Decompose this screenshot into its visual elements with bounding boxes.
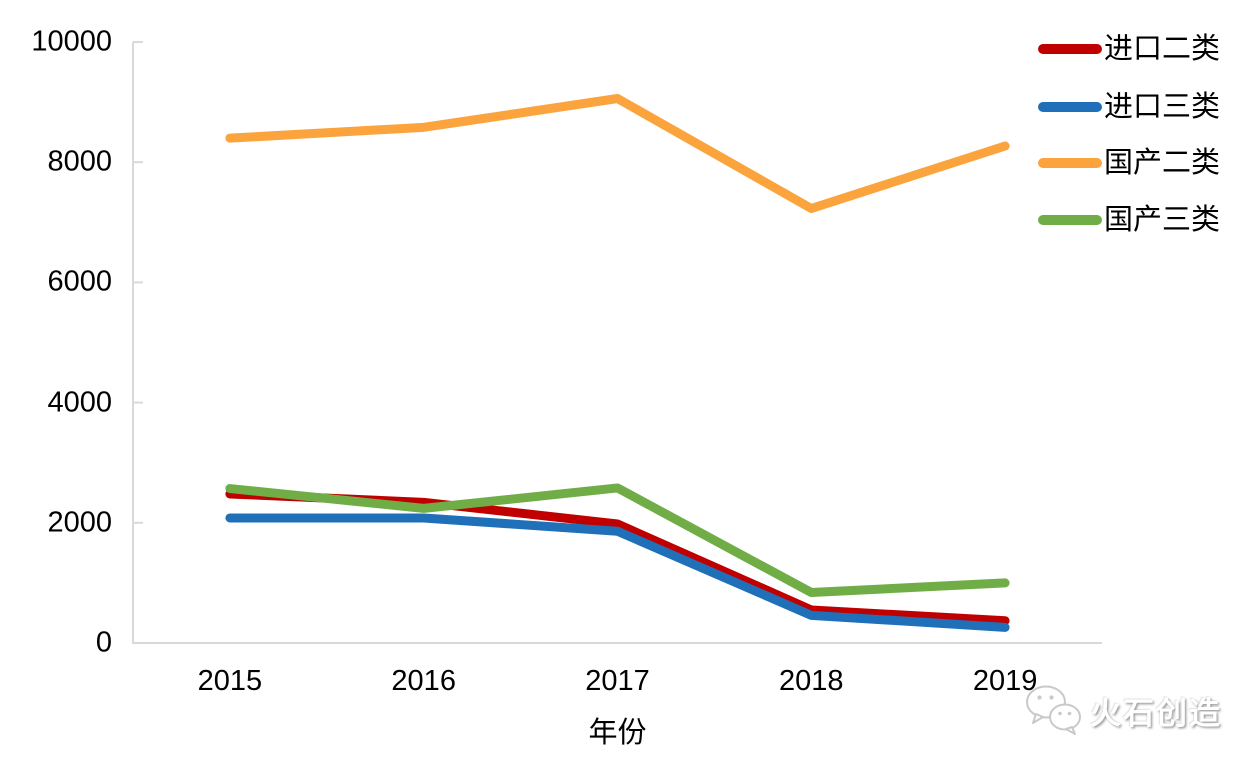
legend-item-imported-class3: 进口三类 <box>1038 90 1220 124</box>
legend-label: 国产三类 <box>1104 203 1221 236</box>
legend-label: 进口三类 <box>1104 90 1221 123</box>
x-tick-label: 2015 <box>197 665 263 697</box>
y-tick-label: 2000 <box>47 506 112 539</box>
x-tick-label: 2016 <box>391 665 456 697</box>
y-tick-label: 10000 <box>31 25 112 58</box>
y-tick-label: 0 <box>95 626 112 659</box>
legend-item-domestic-class2: 国产二类 <box>1038 146 1220 180</box>
wechat-icon <box>1026 685 1081 735</box>
legend-label: 国产二类 <box>1104 146 1221 179</box>
legend-item-imported-class2: 进口二类 <box>1038 32 1220 66</box>
y-tick-label: 6000 <box>47 265 112 298</box>
watermark: 火石创造 <box>1024 684 1222 736</box>
x-tick-label: 2017 <box>585 665 650 697</box>
x-axis-title: 年份 <box>588 717 647 749</box>
x-tick-label: 2018 <box>779 665 844 697</box>
legend-swatch-blue <box>1038 102 1102 112</box>
legend-swatch-red <box>1038 44 1102 54</box>
y-tick-label: 8000 <box>47 145 112 178</box>
legend-swatch-orange <box>1038 158 1102 168</box>
series-line-3 <box>225 93 1010 213</box>
x-tick-label: 2019 <box>972 665 1038 697</box>
watermark-text: 火石创造 <box>1090 695 1222 731</box>
y-tick-label: 4000 <box>47 386 112 419</box>
legend-swatch-green <box>1038 215 1102 225</box>
legend-item-domestic-class3: 国产三类 <box>1038 203 1220 237</box>
legend-label: 进口二类 <box>1104 32 1221 65</box>
series-line-4 <box>225 483 1010 598</box>
series-line-1 <box>225 489 1010 626</box>
series-line-2 <box>225 513 1010 632</box>
